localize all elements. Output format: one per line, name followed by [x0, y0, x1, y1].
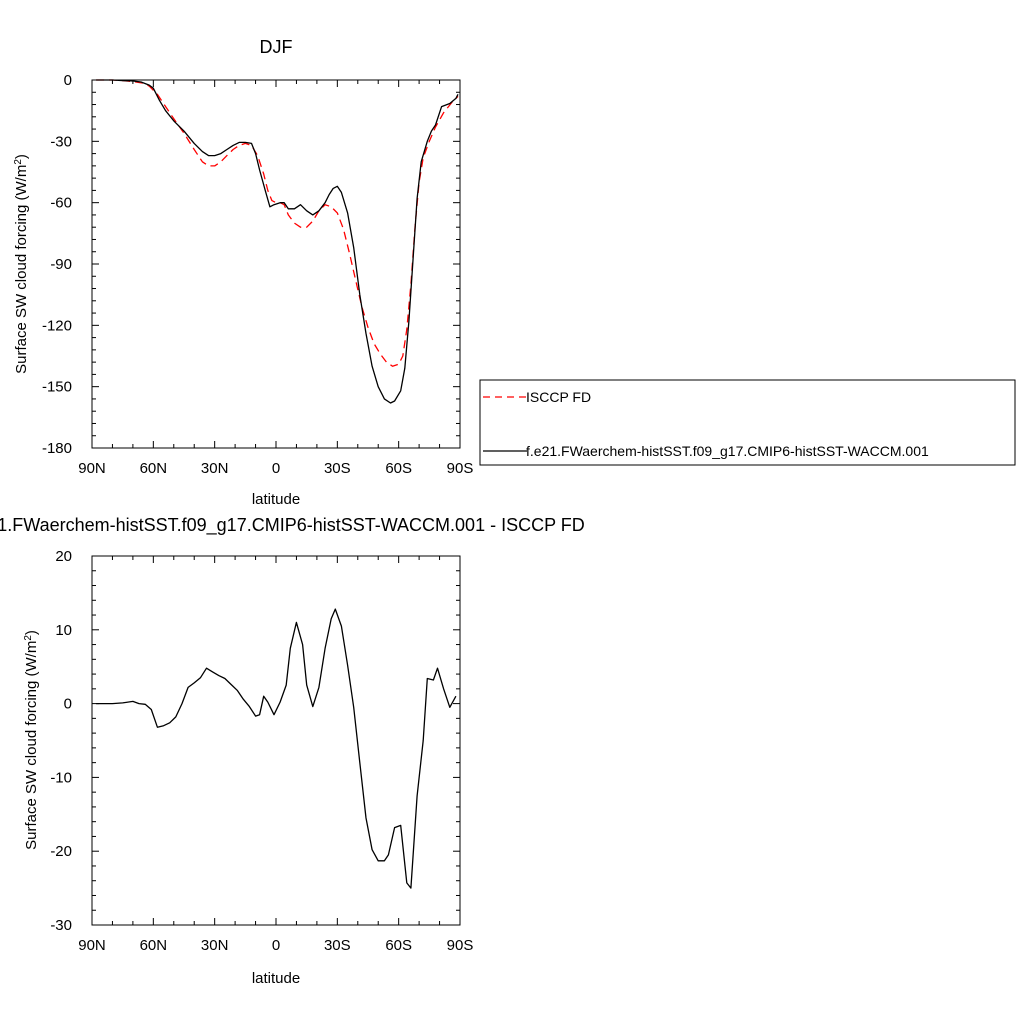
bottom-y-tick-label: 0 — [64, 696, 72, 713]
bottom-y-tick-label: -10 — [50, 769, 72, 786]
legend-label-model: f.e21.FWaerchem-histSST.f09_g17.CMIP6-hi… — [526, 443, 929, 459]
bottom-x-tick-label: 90N — [78, 937, 106, 954]
bottom-ticks: 90N 60N 30N 0 30S 60S 90S 20 10 0 -10 -20 -30 — [50, 548, 473, 954]
top-series-line-1 — [96, 79, 459, 404]
top-x-tick-label: 30S — [324, 460, 351, 477]
top-plot-title: DJF — [260, 37, 293, 57]
bottom-y-axis-title: Surface SW cloud forcing (W/m2) — [23, 630, 41, 850]
bottom-series-layer — [96, 608, 457, 889]
bottom-y-tick-label: -20 — [50, 843, 72, 860]
top-x-tick-label: 60S — [385, 460, 412, 477]
top-plot: DJF 90N 60N 30N 0 30S 60S 90S 0 -30 -60 -90 -120 -15… — [13, 37, 474, 508]
top-y-axis-title: Surface SW cloud forcing (W/m2) — [13, 154, 31, 374]
top-y-tick-label: 0 — [64, 72, 72, 89]
bottom-y-tick-label: 20 — [55, 548, 72, 565]
bottom-series-line-0 — [96, 608, 457, 889]
bottom-x-tick-label: 90S — [447, 937, 474, 954]
top-x-tick-label: 90S — [447, 460, 474, 477]
legend-box — [479, 379, 1016, 466]
top-y-tick-label: -120 — [42, 317, 72, 334]
bottom-y-tick-label: -30 — [50, 917, 72, 934]
top-x-tick-label: 0 — [272, 460, 280, 477]
top-ticks: 90N 60N 30N 0 30S 60S 90S 0 -30 -60 -90 -120 -150 -18… — [42, 72, 473, 477]
top-x-tick-label: 60N — [140, 460, 168, 477]
bottom-x-tick-label: 60N — [140, 937, 168, 954]
top-y-tick-label: -180 — [42, 440, 72, 457]
legend-label-isccp: ISCCP FD — [526, 389, 591, 405]
bottom-plot: f.e21.FWaerchem-histSST.f09_g17.CMIP6-hi… — [0, 515, 585, 987]
bottom-x-tick-label: 30N — [201, 937, 229, 954]
top-y-tick-label: -60 — [50, 195, 72, 212]
top-plot-frame — [91, 79, 461, 449]
legend: ISCCP FD f.e21.FWaerchem-histSST.f09_g17… — [479, 379, 1016, 466]
bottom-x-tick-label: 60S — [385, 937, 412, 954]
top-y-tick-label: -30 — [50, 133, 72, 150]
bottom-x-axis-title: latitude — [252, 970, 300, 987]
top-x-tick-label: 90N — [78, 460, 106, 477]
bottom-plot-title: f.e21.FWaerchem-histSST.f09_g17.CMIP6-hi… — [0, 515, 585, 536]
top-x-axis-title: latitude — [252, 491, 300, 508]
top-y-tick-label: -150 — [42, 379, 72, 396]
top-series-layer — [96, 79, 459, 404]
top-x-tick-label: 30N — [201, 460, 229, 477]
bottom-x-tick-label: 0 — [272, 937, 280, 954]
top-y-tick-label: -90 — [50, 256, 72, 273]
bottom-x-tick-label: 30S — [324, 937, 351, 954]
bottom-y-tick-label: 10 — [55, 622, 72, 639]
top-series-line-0 — [96, 79, 459, 367]
